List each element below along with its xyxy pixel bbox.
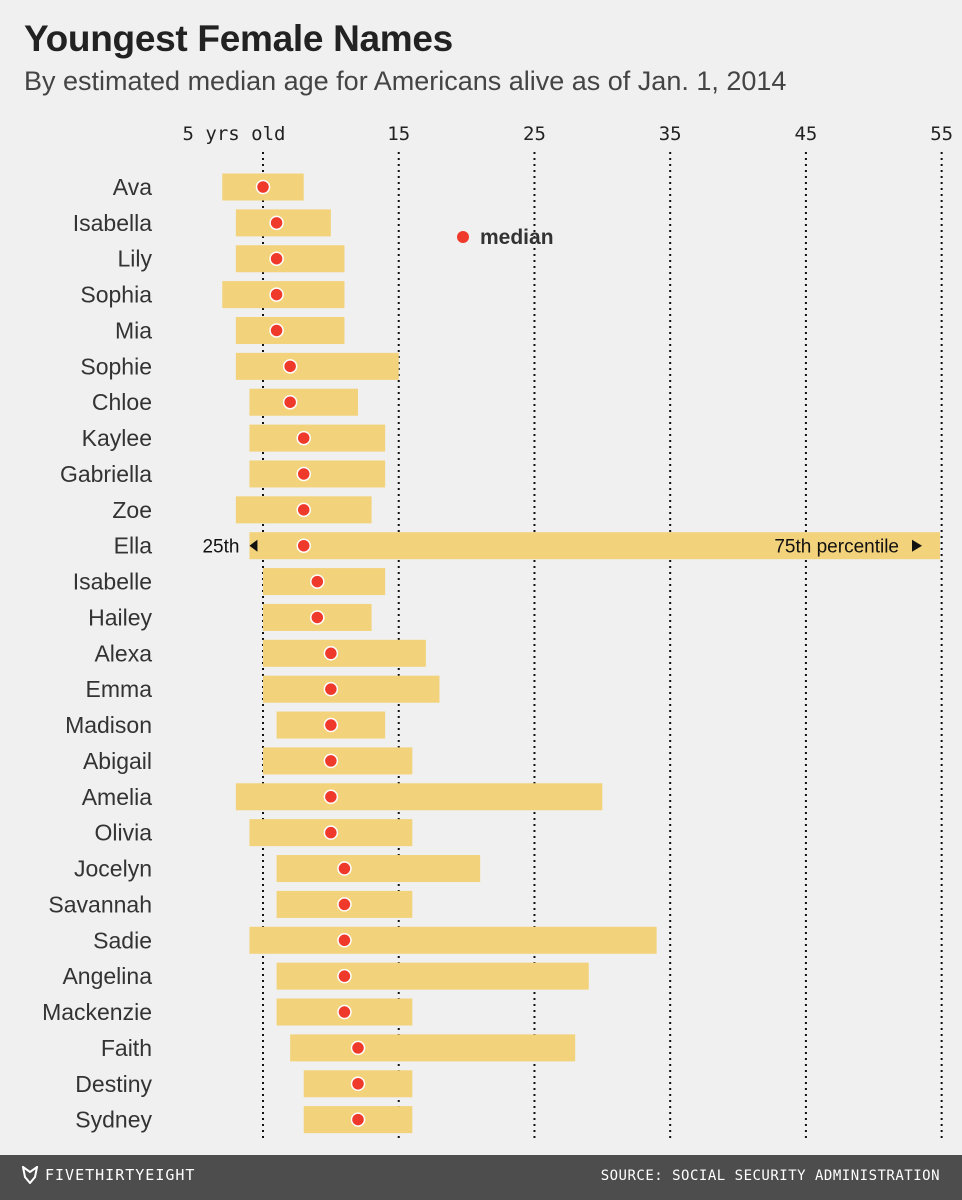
range-bar-lily — [235, 245, 345, 273]
row-label: Madison — [65, 712, 152, 738]
row-label: Angelina — [62, 963, 152, 989]
p25-annotation: 25th — [202, 537, 239, 558]
median-dot-kaylee — [296, 430, 311, 446]
row-label: Isabelle — [73, 569, 152, 595]
row-label: Chloe — [92, 389, 152, 415]
row-label: Sophia — [80, 282, 152, 308]
median-dot-isabella — [269, 215, 284, 231]
row-label: Ava — [113, 174, 152, 200]
median-dot-emma — [323, 681, 339, 697]
range-bar-faith — [290, 1034, 576, 1062]
median-dot-angelina — [337, 968, 352, 984]
p75-annotation: 75th percentile — [774, 537, 899, 558]
median-dot-sophia — [269, 287, 284, 302]
median-dot-lily — [269, 251, 284, 266]
range-bar-angelina — [276, 962, 589, 990]
range-bar-sadie — [249, 926, 657, 954]
row-label: Mia — [115, 317, 152, 343]
median-dot-sydney — [350, 1112, 366, 1127]
median-dot-faith — [350, 1040, 366, 1056]
row-label: Kaylee — [82, 425, 152, 451]
row-label: Hailey — [88, 604, 152, 630]
name-labels: Ava Isabella Lily Sophia Mia Sophie Chloe Kayle… — [42, 174, 152, 1133]
x-tick-label: 35 — [659, 123, 682, 145]
median-dot-ava — [255, 179, 271, 195]
row-label: Sadie — [93, 927, 152, 953]
median-dot-zoe — [296, 502, 311, 518]
footer-bar: FIVETHIRTYEIGHT SOURCE: SOCIAL SECURITY … — [0, 1155, 962, 1200]
x-axis-ticks: 5 yrs old 15 25 35 45 55 — [183, 123, 954, 145]
median-dot-sadie — [337, 933, 352, 948]
source-note: SOURCE: SOCIAL SECURITY ADMINISTRATION — [600, 1168, 940, 1184]
range-bar-kaylee — [249, 424, 386, 452]
row-label: Isabella — [73, 210, 152, 236]
row-label: Lily — [117, 246, 152, 272]
x-tick-label: 5 yrs old — [183, 123, 286, 145]
median-dot-abigail — [323, 753, 339, 769]
range-bar-mia — [235, 316, 345, 344]
row-label: Mackenzie — [42, 999, 152, 1025]
median-dot-chloe — [282, 394, 298, 410]
range-bar-sophie — [235, 352, 399, 380]
median-dot-isabelle — [310, 574, 325, 589]
x-tick-label: 45 — [794, 123, 817, 145]
row-label: Zoe — [112, 497, 152, 523]
range-bar-jocelyn — [276, 855, 481, 883]
fox-icon — [22, 1166, 38, 1184]
right-arrow-icon — [912, 539, 922, 552]
median-dots — [255, 179, 366, 1127]
median-dot-jocelyn — [337, 861, 352, 876]
median-dot-madison — [323, 717, 339, 733]
row-label: Emma — [86, 676, 153, 702]
left-arrow-icon — [249, 539, 258, 552]
percentile-annotations: 25th 75th percentile — [202, 537, 922, 558]
chart-subtitle: By estimated median age for Americans al… — [24, 66, 787, 96]
median-dot-mia — [269, 323, 284, 338]
x-tick-label: 55 — [930, 123, 953, 145]
range-bar-amelia — [235, 783, 603, 811]
median-dot-destiny — [350, 1076, 366, 1091]
row-label: Jocelyn — [74, 856, 152, 882]
x-tick-label: 15 — [387, 123, 410, 145]
median-dot-alexa — [323, 646, 339, 661]
row-label: Sophie — [80, 353, 152, 379]
row-label: Destiny — [75, 1071, 152, 1097]
row-label: Sydney — [75, 1107, 152, 1133]
median-dot-gabriella — [296, 466, 311, 482]
median-dot-olivia — [323, 825, 339, 840]
row-label: Faith — [101, 1035, 152, 1061]
brand-logo: FIVETHIRTYEIGHT — [22, 1166, 195, 1184]
brand-name: FIVETHIRTYEIGHT — [45, 1166, 196, 1184]
row-label: Gabriella — [60, 461, 152, 487]
range-bar-ella — [249, 532, 940, 560]
row-label: Olivia — [94, 820, 152, 846]
range-bar-alexa — [263, 639, 426, 667]
row-label: Alexa — [94, 640, 152, 666]
median-dot-hailey — [310, 610, 325, 625]
row-label: Ella — [114, 533, 153, 559]
range-bar-gabriella — [249, 460, 386, 488]
range-bar-emma — [263, 675, 440, 703]
legend: median — [457, 226, 554, 249]
range-bar-chart: Ava Isabella Lily Sophia Mia Sophie Chloe Kayle… — [42, 123, 954, 1138]
chart-title: Youngest Female Names — [24, 18, 453, 59]
median-dot-savannah — [337, 897, 352, 912]
median-dot-sophie — [282, 359, 298, 374]
row-label: Savannah — [48, 891, 152, 917]
median-dot-mackenzie — [337, 1004, 352, 1020]
row-label: Amelia — [82, 784, 153, 810]
row-label: Abigail — [83, 748, 152, 774]
legend-median-label: median — [480, 226, 554, 249]
range-bar-chloe — [249, 388, 359, 416]
median-dot-amelia — [323, 789, 339, 805]
x-tick-label: 25 — [523, 123, 546, 145]
legend-median-swatch — [457, 231, 469, 243]
median-dot-ella — [296, 538, 311, 553]
